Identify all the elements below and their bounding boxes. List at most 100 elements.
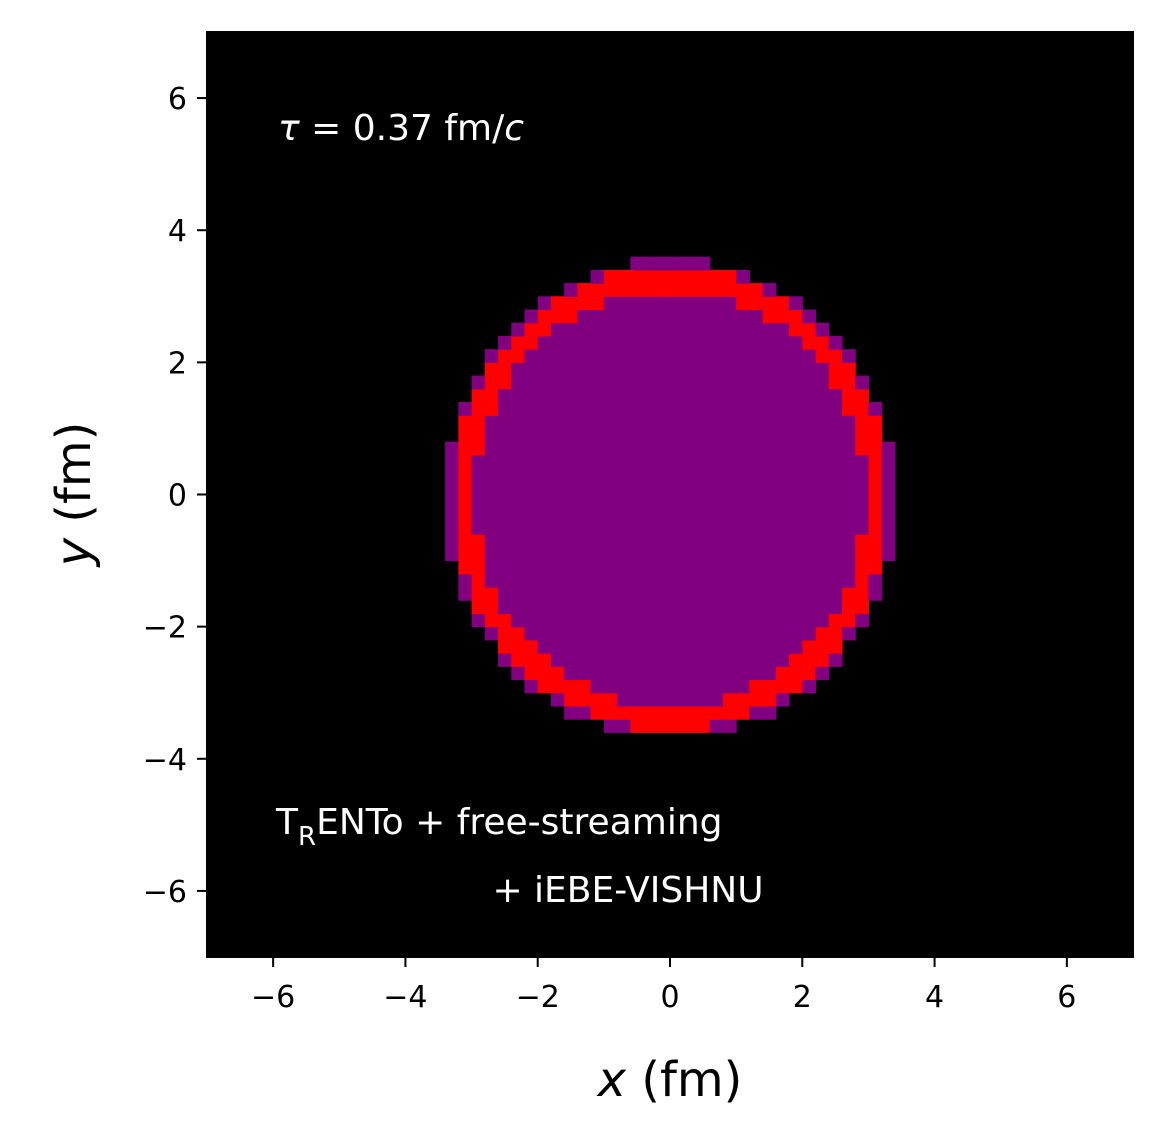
heatmap-cell: [630, 494, 645, 509]
heatmap-cell: [709, 547, 724, 562]
heatmap-cell: [537, 626, 552, 641]
heatmap-cell: [630, 402, 645, 416]
heatmap-cell: [815, 402, 830, 416]
heatmap-cell: [445, 454, 459, 469]
heatmap-cell: [855, 468, 870, 482]
heatmap-cell: [828, 402, 843, 416]
heatmap-cell: [498, 349, 512, 363]
heatmap-cell: [445, 441, 459, 456]
model-t: T: [275, 802, 299, 843]
heatmap-cell: [802, 507, 817, 522]
x-tick-label: −6: [251, 980, 295, 1015]
heatmap-cell: [802, 547, 817, 562]
heatmap-cell: [550, 507, 565, 522]
heatmap-cell: [775, 481, 790, 496]
heatmap-cell: [630, 573, 645, 588]
heatmap-cell: [564, 507, 578, 522]
heatmap-cell: [656, 639, 671, 654]
heatmap-cell: [775, 349, 790, 363]
heatmap-cell: [484, 454, 499, 469]
heatmap-cell: [696, 481, 711, 496]
heatmap-cell: [749, 375, 764, 390]
heatmap-cell: [590, 402, 605, 416]
heatmap-cell: [749, 415, 764, 430]
heatmap-cell: [696, 547, 711, 562]
heatmap-cell: [577, 679, 592, 694]
heatmap-cell: [498, 587, 512, 601]
heatmap-cell: [656, 256, 671, 271]
heatmap-cell: [537, 362, 552, 377]
heatmap-cell: [603, 719, 618, 733]
heatmap-cell: [590, 428, 605, 443]
heatmap-cell: [789, 322, 803, 337]
heatmap-cell: [524, 653, 539, 667]
heatmap-cell: [841, 428, 856, 443]
heatmap-cell: [630, 547, 645, 562]
heatmap-cell: [643, 335, 658, 350]
heatmap-cell: [603, 507, 618, 522]
heatmap-cell: [577, 388, 592, 403]
heatmap-cell: [656, 481, 671, 496]
heatmap-cell: [855, 441, 870, 456]
heatmap-cell: [815, 507, 830, 522]
heatmap-cell: [484, 520, 499, 535]
heatmap-cell: [617, 428, 631, 443]
heatmap-cell: [722, 626, 737, 641]
heatmap-cell: [617, 547, 631, 562]
heatmap-cell: [736, 415, 750, 430]
heatmap-cell: [577, 428, 592, 443]
heatmap-cell: [828, 335, 843, 350]
heatmap-cell: [656, 375, 671, 390]
heatmap-cell: [537, 573, 552, 588]
heatmap-cell: [828, 639, 843, 654]
heatmap-cell: [696, 362, 711, 377]
heatmap-cell: [683, 256, 698, 271]
heatmap-cell: [550, 322, 565, 337]
heatmap-cell: [630, 388, 645, 403]
heatmap-cell: [643, 679, 658, 694]
heatmap-cell: [537, 547, 552, 562]
heatmap-cell: [855, 587, 870, 601]
heatmap-cell: [603, 441, 618, 456]
model-rest: ENTo + free-streaming: [316, 802, 722, 843]
heatmap-cell: [603, 454, 618, 469]
heatmap-cell: [815, 639, 830, 654]
heatmap-cell: [617, 666, 631, 681]
heatmap-cell: [643, 494, 658, 509]
heatmap-cell: [564, 705, 578, 720]
heatmap-cell: [511, 388, 526, 403]
heatmap-cell: [841, 573, 856, 588]
heatmap-cell: [603, 613, 618, 628]
heatmap-cell: [564, 402, 578, 416]
heatmap-cell: [498, 560, 512, 575]
heatmap-cell: [815, 375, 830, 390]
heatmap-cell: [775, 454, 790, 469]
heatmap-cell: [577, 468, 592, 482]
heatmap-cell: [537, 441, 552, 456]
heatmap-cell: [656, 309, 671, 324]
heatmap-cell: [484, 494, 499, 509]
heatmap-cell: [511, 547, 526, 562]
heatmap-cell: [762, 613, 777, 628]
heatmap-cell: [736, 547, 750, 562]
heatmap-cell: [841, 481, 856, 496]
heatmap-cell: [590, 520, 605, 535]
heatmap-cell: [868, 494, 883, 509]
heatmap-cell: [630, 719, 645, 733]
heatmap-cell: [577, 587, 592, 601]
heatmap-cell: [550, 613, 565, 628]
heatmap-cell: [775, 415, 790, 430]
heatmap-cell: [511, 666, 526, 681]
heatmap-cell: [577, 375, 592, 390]
heatmap-cell: [789, 573, 803, 588]
heatmap-cell: [696, 692, 711, 707]
heatmap-cell: [828, 441, 843, 456]
heatmap-cell: [828, 613, 843, 628]
heatmap-cell: [841, 441, 856, 456]
heatmap-cell: [855, 454, 870, 469]
heatmap-cell: [577, 349, 592, 363]
heatmap-cell: [511, 428, 526, 443]
heatmap-cell: [458, 560, 473, 575]
heatmap-cell: [762, 520, 777, 535]
heatmap-cell: [683, 534, 698, 548]
